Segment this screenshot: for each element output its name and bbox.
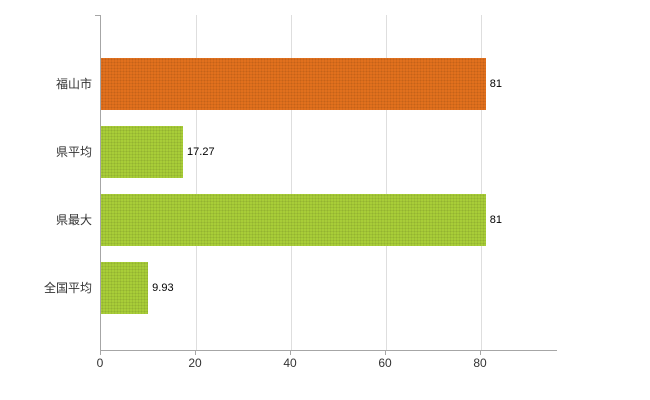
x-axis-tick [195, 350, 196, 355]
x-tick-label: 40 [283, 356, 297, 370]
bar [101, 262, 149, 314]
x-axis-tick [480, 350, 481, 355]
x-tick-label: 80 [473, 356, 487, 370]
gridline [481, 15, 482, 350]
x-axis-tick [385, 350, 386, 355]
bar [101, 58, 486, 110]
bar [101, 126, 184, 178]
x-tick-label: 60 [378, 356, 392, 370]
x-tick-label: 20 [188, 356, 202, 370]
bar-row: 81 [101, 194, 502, 246]
plot-area: 81 17.27 81 9.93 [100, 15, 557, 351]
y-axis-tick [95, 15, 100, 16]
x-tick-label: 0 [96, 356, 104, 370]
category-label: 県最大 [55, 213, 92, 227]
bar-row: 9.93 [101, 262, 174, 314]
category-label: 全国平均 [43, 281, 92, 295]
x-axis-tick [100, 350, 101, 355]
bar-row: 81 [101, 58, 502, 110]
gridline [386, 15, 387, 350]
gridline [291, 15, 292, 350]
value-label: 81 [489, 214, 502, 226]
value-label: 9.93 [152, 282, 174, 294]
bar-row: 17.27 [101, 126, 215, 178]
value-label: 17.27 [187, 146, 215, 158]
gridline [196, 15, 197, 350]
category-label: 県平均 [55, 145, 92, 159]
category-label: 福山市 [55, 77, 92, 91]
value-label: 81 [489, 78, 502, 90]
bar [101, 194, 486, 246]
x-axis-tick [290, 350, 291, 355]
